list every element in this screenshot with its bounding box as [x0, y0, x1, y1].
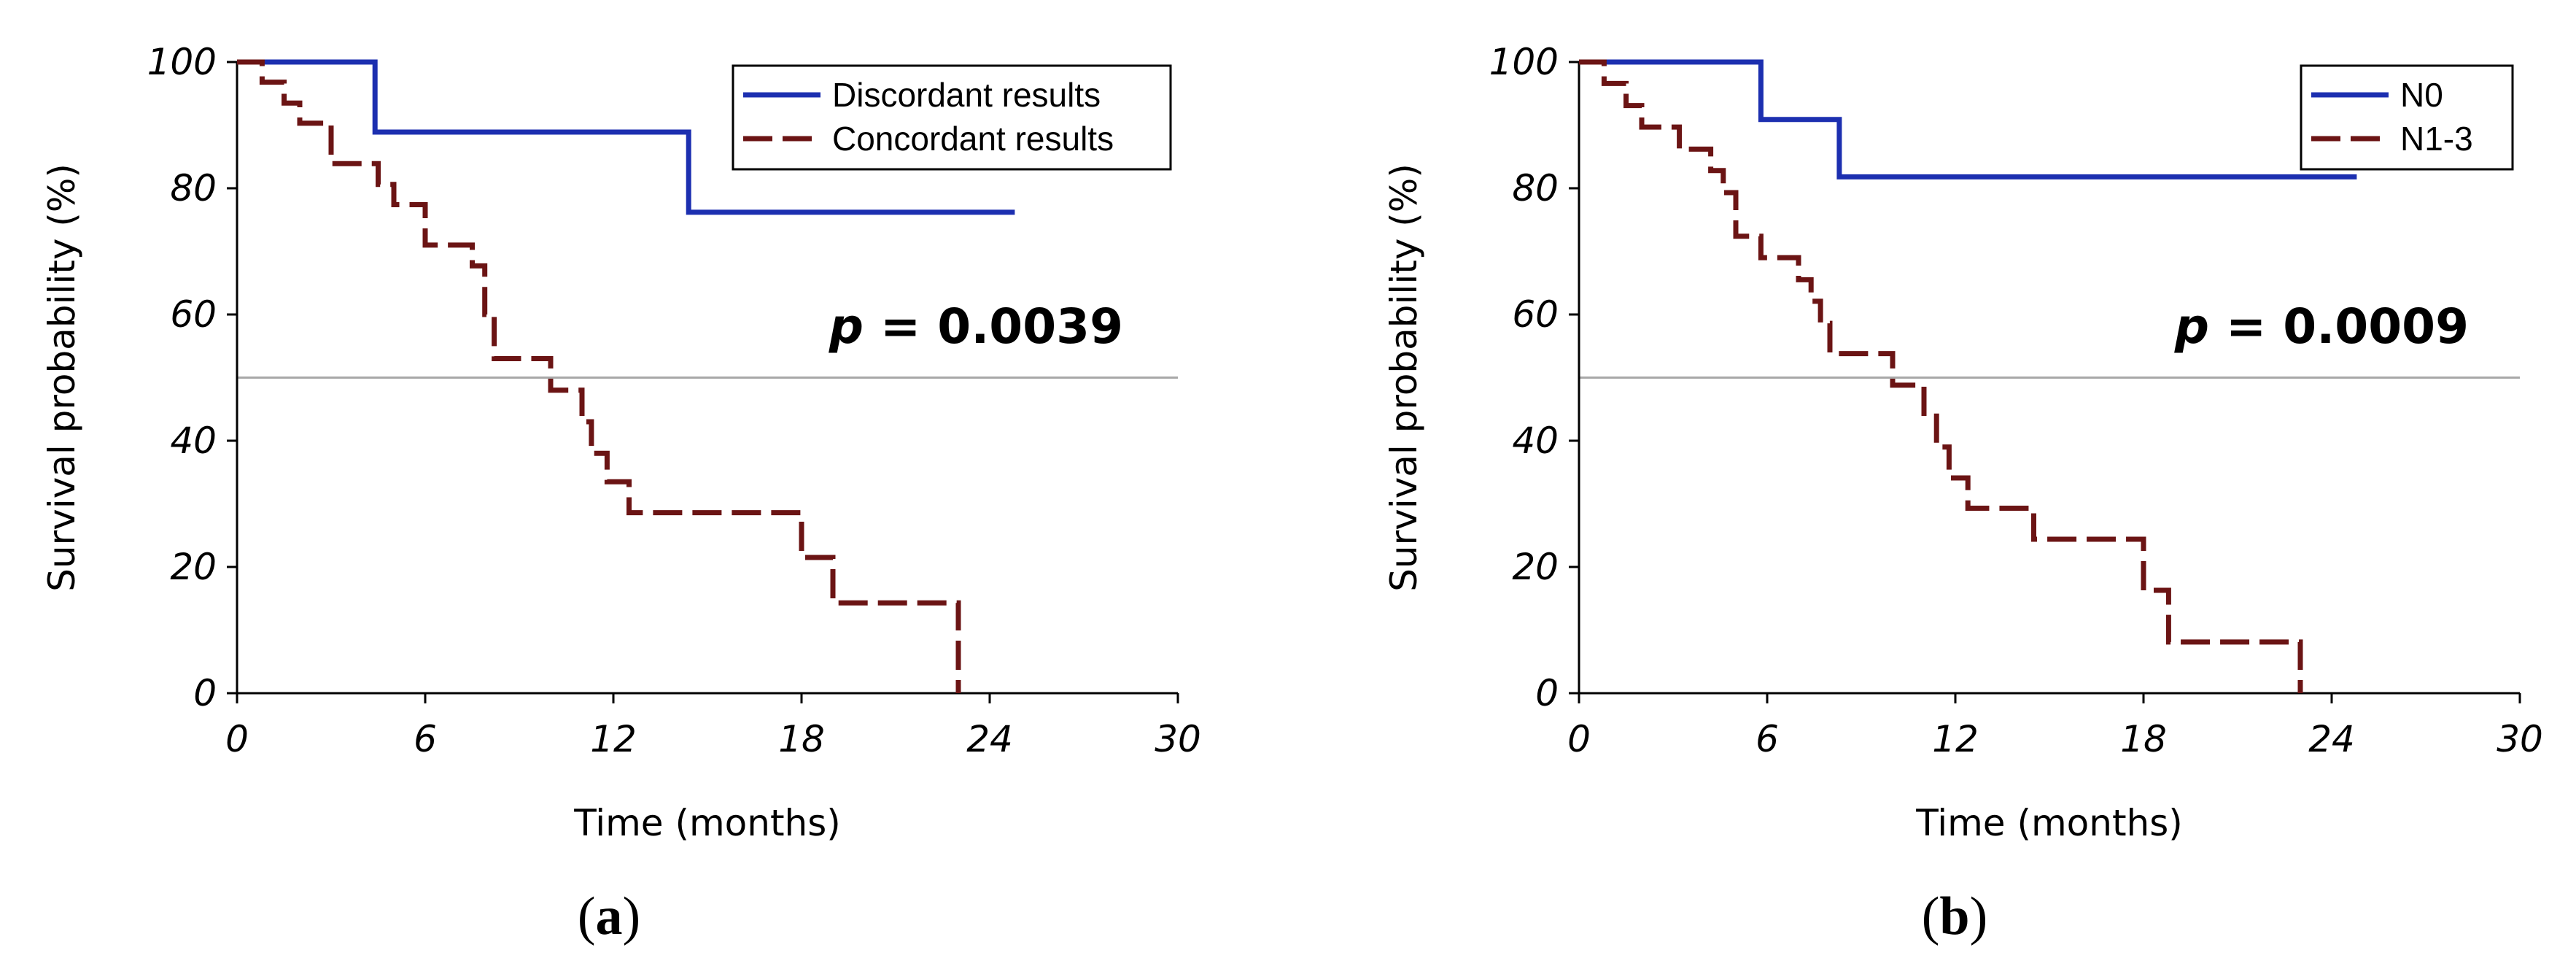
- p-symbol: p: [2174, 298, 2209, 355]
- y-tick-label: 100: [1489, 41, 1559, 83]
- legend-label: N1-3: [2400, 120, 2473, 158]
- y-tick-label: 100: [147, 41, 217, 83]
- y-tick-label: 60: [170, 293, 217, 336]
- p-value-annotation: p = 0.0009: [2174, 298, 2469, 355]
- p-value-annotation: p = 0.0039: [829, 298, 1123, 355]
- series-line-secondary: [237, 59, 961, 693]
- series-line-primary: [237, 59, 1015, 215]
- chart-panel-a: 0 20 40 60 80 100 0 6 12 18 24 30 Time (months) Survi…: [41, 41, 1201, 946]
- legend-label: Discordant results: [832, 76, 1101, 114]
- series-line-primary: [1579, 59, 2357, 179]
- x-tick-label: 0: [225, 718, 249, 760]
- y-axis-title: Survival probability (%): [1383, 163, 1425, 592]
- x-tick-label: 6: [1756, 718, 1779, 760]
- y-tick-label: 40: [1512, 420, 1559, 462]
- legend: N0 N1-3: [2300, 64, 2514, 171]
- legend-box: [732, 64, 1172, 171]
- legend-label: Concordant results: [832, 120, 1114, 158]
- y-tick-label: 60: [1512, 293, 1559, 336]
- y-tick-label: 20: [170, 546, 217, 588]
- y-tick-label: 80: [170, 167, 217, 209]
- x-tick-label: 24: [2308, 718, 2355, 760]
- legend-box: [2300, 64, 2514, 171]
- y-tick-label: 0: [193, 672, 217, 714]
- x-tick-label: 12: [590, 718, 637, 760]
- chart-panel-b: 0 20 40 60 80 100 0 6 12 18 24 30 Time (months) Survi…: [1383, 41, 2543, 946]
- x-tick-label: 24: [966, 718, 1013, 760]
- y-tick-label: 0: [1535, 672, 1559, 714]
- panel-label: (a): [578, 887, 640, 946]
- x-tick-label: 18: [2120, 718, 2167, 760]
- y-axis-title: Survival probability (%): [41, 163, 83, 592]
- x-tick-label: 6: [414, 718, 437, 760]
- x-tick-label: 18: [778, 718, 825, 760]
- p-value: = 0.0009: [2209, 298, 2469, 355]
- x-axis-title: Time (months): [573, 802, 841, 844]
- legend-label: N0: [2400, 76, 2443, 114]
- p-symbol: p: [829, 298, 864, 355]
- y-tick-label: 20: [1512, 546, 1559, 588]
- x-tick-label: 12: [1932, 718, 1979, 760]
- y-tick-label: 40: [170, 420, 217, 462]
- series-line-secondary: [1579, 59, 2303, 693]
- legend: Discordant results Concordant results: [732, 64, 1172, 171]
- x-tick-label: 30: [2497, 718, 2543, 760]
- x-tick-label: 0: [1567, 718, 1591, 760]
- panel-label: (b): [1922, 887, 1987, 946]
- x-tick-label: 30: [1155, 718, 1201, 760]
- x-axis-title: Time (months): [1915, 802, 2183, 844]
- y-tick-label: 80: [1512, 167, 1559, 209]
- p-value: = 0.0039: [864, 298, 1123, 355]
